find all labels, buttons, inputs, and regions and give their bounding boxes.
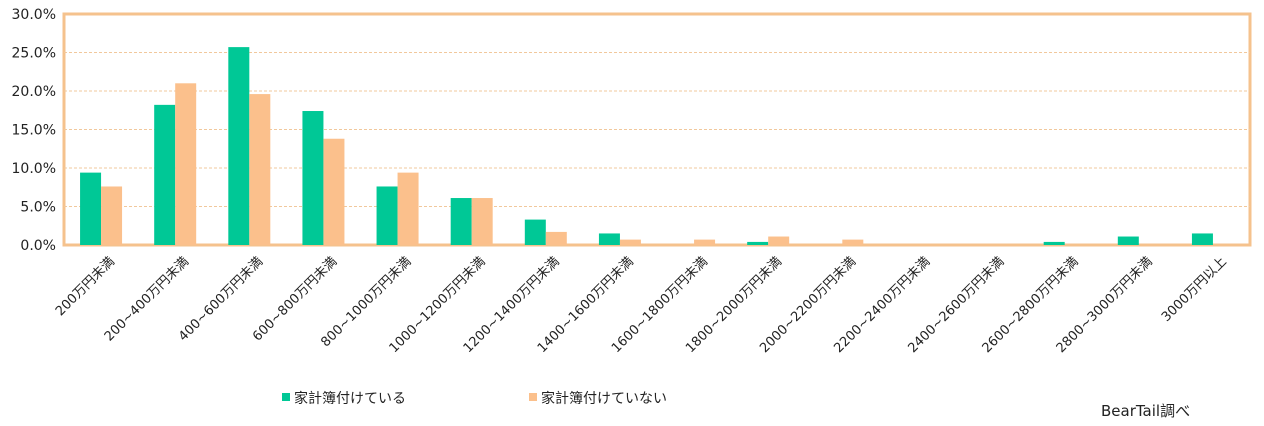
y-axis-ticks: 0.0% 5.0% 10.0% 15.0% 20.0% 25.0% 30.0% bbox=[12, 7, 56, 254]
x-tick-label: 200万円未満 bbox=[53, 254, 118, 319]
bar-series-1 bbox=[598, 233, 620, 245]
bar-series-1 bbox=[1043, 241, 1065, 245]
bar-series-1 bbox=[1191, 233, 1213, 245]
y-tick-label: 10.0% bbox=[12, 161, 56, 177]
bar-series-1 bbox=[80, 172, 102, 245]
legend-swatch-series-1 bbox=[282, 393, 290, 401]
bar-series-2 bbox=[619, 239, 641, 245]
bar-series-1 bbox=[376, 186, 398, 245]
bar-series-2 bbox=[249, 94, 271, 245]
bar-series-1 bbox=[450, 198, 472, 245]
bar-series-2 bbox=[694, 239, 716, 245]
legend-label-series-2: 家計簿付けていない bbox=[541, 390, 667, 407]
bar-series-2 bbox=[768, 236, 790, 245]
bar-series-1 bbox=[302, 111, 324, 246]
legend-swatch-series-2 bbox=[529, 393, 537, 401]
bar-series-1 bbox=[228, 47, 250, 245]
bar-series-2 bbox=[471, 198, 493, 245]
source-credit: BearTail調べ bbox=[1101, 402, 1190, 420]
bar-series-1 bbox=[154, 104, 176, 245]
y-tick-label: 0.0% bbox=[20, 238, 56, 254]
x-tick-label: 3000万円以上 bbox=[1159, 254, 1230, 325]
legend-label-series-1: 家計簿付けている bbox=[294, 390, 406, 407]
legend: 家計簿付けている 家計簿付けていない bbox=[282, 390, 667, 407]
bar-series bbox=[80, 47, 1213, 246]
x-axis-ticks: 200万円未満200~400万円未満400~600万円未満600~800万円未満… bbox=[53, 254, 1230, 356]
bar-series-2 bbox=[323, 138, 345, 245]
bar-series-2 bbox=[175, 83, 197, 245]
y-tick-label: 15.0% bbox=[12, 123, 56, 139]
bar-series-1 bbox=[524, 219, 546, 245]
bar-series-1 bbox=[1117, 236, 1139, 245]
bar-series-2 bbox=[842, 239, 864, 245]
bar-series-2 bbox=[545, 231, 567, 245]
y-tick-label: 25.0% bbox=[12, 46, 56, 62]
bar-series-1 bbox=[747, 241, 769, 245]
y-tick-label: 5.0% bbox=[20, 200, 56, 216]
y-tick-label: 20.0% bbox=[12, 84, 56, 100]
y-tick-label: 30.0% bbox=[12, 7, 56, 23]
bar-series-2 bbox=[397, 172, 419, 245]
bar-series-2 bbox=[101, 186, 123, 245]
